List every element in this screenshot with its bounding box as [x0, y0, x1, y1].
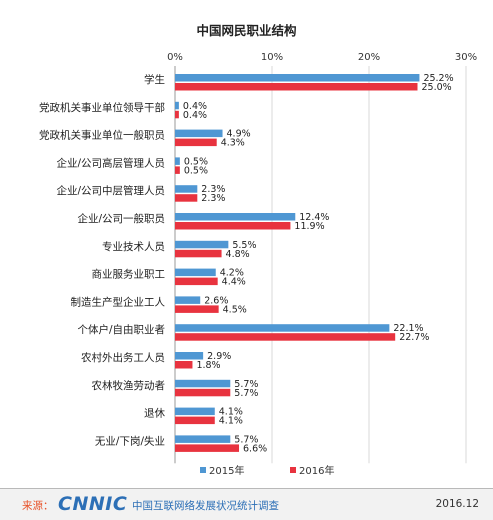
footer-bar: 来源： CNNIC 中国互联网络发展状况统计调查 2016.12 — [0, 489, 493, 520]
bar — [175, 324, 390, 332]
bar-chart: 0% 10% 20% 30%学生 25.2%25.0%党政机关事业单位领导干部 0.4%0… — [39, 52, 477, 477]
bar — [175, 435, 231, 443]
data-label: 5.7% — [234, 434, 258, 445]
data-label: 0.4% — [183, 101, 207, 112]
x-tick-label: 20% — [358, 52, 380, 63]
bar — [175, 185, 198, 193]
data-label: 2.6% — [204, 295, 228, 306]
category-label: 企业/公司中层管理人员 — [56, 184, 165, 197]
category-label: 党政机关事业单位领导干部 — [39, 101, 165, 114]
data-label: 12.4% — [299, 212, 329, 223]
bar — [175, 74, 420, 82]
bar — [175, 129, 223, 138]
data-label: 5.5% — [232, 240, 256, 251]
category-label: 企业/公司高层管理人员 — [56, 156, 165, 169]
data-label: 6.6% — [243, 443, 267, 454]
category-label: 农村外出务工人员 — [81, 351, 165, 364]
data-label: 25.0% — [422, 82, 452, 93]
bar — [175, 361, 193, 369]
data-label: 4.4% — [222, 277, 246, 288]
category-label: 退休 — [144, 408, 165, 420]
chart-title: 中国网民职业结构 — [196, 23, 297, 38]
data-label: 11.9% — [294, 221, 324, 232]
report-date: 2016.12 — [435, 498, 479, 510]
data-label: 0.5% — [184, 156, 208, 167]
data-label: 1.8% — [196, 360, 220, 371]
bar — [175, 110, 179, 119]
bar — [175, 305, 219, 313]
legend-swatch — [290, 467, 296, 473]
bar — [175, 444, 240, 452]
category-label: 学生 — [144, 73, 165, 86]
bar — [175, 407, 215, 416]
category-label: 专业技术人员 — [102, 240, 165, 253]
data-label: 4.8% — [226, 249, 250, 260]
data-label: 2.3% — [201, 193, 225, 204]
data-label: 4.1% — [219, 407, 243, 418]
bar — [175, 352, 204, 360]
bar — [175, 240, 229, 249]
x-tick-label: 0% — [167, 52, 183, 63]
data-label: 5.7% — [234, 388, 258, 399]
data-label: 25.2% — [423, 73, 453, 84]
category-label: 无业/下岗/失业 — [95, 434, 165, 447]
data-label: 2.9% — [207, 351, 231, 362]
data-label: 4.3% — [221, 138, 245, 149]
category-label: 企业/公司一般职员 — [77, 212, 165, 225]
x-tick-label: 30% — [455, 52, 477, 63]
bar — [175, 101, 179, 110]
source-label: 来源： — [22, 500, 54, 512]
bar — [175, 138, 217, 147]
bar — [175, 222, 291, 230]
category-label: 党政机关事业单位一般职员 — [39, 129, 165, 142]
bar — [175, 157, 180, 165]
x-tick-label: 10% — [261, 52, 283, 63]
bar — [175, 213, 296, 221]
footer-divider — [0, 488, 493, 489]
data-label: 4.1% — [219, 416, 243, 427]
bar — [175, 296, 201, 304]
bar — [175, 388, 231, 397]
category-label: 商业服务业职工 — [92, 268, 166, 281]
data-label: 4.2% — [220, 268, 244, 279]
data-label: 22.7% — [399, 332, 429, 343]
survey-name: 中国互联网络发展状况统计调查 — [132, 500, 279, 512]
data-label: 22.1% — [393, 323, 423, 334]
data-label: 2.3% — [201, 184, 225, 195]
bar — [175, 268, 216, 277]
bar — [175, 194, 198, 202]
data-label: 0.5% — [184, 165, 208, 176]
bar — [175, 166, 180, 174]
category-label: 农林牧渔劳动者 — [92, 379, 166, 392]
legend-label: 2016年 — [299, 464, 334, 477]
data-label: 5.7% — [234, 379, 258, 390]
bar — [175, 379, 231, 388]
data-label: 0.4% — [183, 110, 207, 121]
legend-swatch — [200, 467, 206, 473]
bar — [175, 416, 215, 425]
category-label: 个体户/自由职业者 — [77, 323, 165, 336]
bar — [175, 249, 222, 258]
bar — [175, 333, 396, 341]
bar — [175, 277, 218, 286]
legend-label: 2015年 — [209, 464, 244, 477]
data-label: 4.9% — [227, 129, 251, 140]
bar — [175, 83, 418, 91]
category-label: 制造生产型企业工人 — [71, 295, 166, 308]
data-label: 4.5% — [223, 304, 247, 315]
cnnic-logo: CNNIC — [58, 493, 128, 515]
